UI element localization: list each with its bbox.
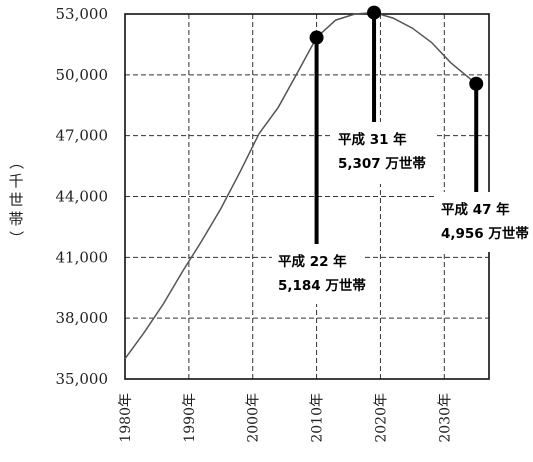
y-axis-label-char: 世 (8, 191, 23, 209)
x-tick-label: 2030年 (437, 393, 453, 443)
annotation-value: 5,307 万世帯 (338, 155, 426, 172)
y-tick-label: 35,000 (56, 370, 109, 388)
grid (125, 14, 489, 379)
x-tick-label: 1980年 (118, 393, 134, 443)
annotation-year: 平成 31 年 (338, 131, 407, 148)
y-tick-label: 53,000 (56, 5, 109, 23)
data-marker (367, 5, 382, 20)
data-marker (309, 30, 324, 45)
series-line (124, 11, 477, 360)
y-axis-label-char: ） (7, 230, 25, 245)
x-tick-label: 2000年 (246, 393, 262, 443)
annotation-box (435, 192, 533, 252)
y-tick-label: 44,000 (56, 188, 109, 206)
x-tick-label: 2020年 (373, 393, 389, 443)
annotation-year: 平成 22 年 (278, 253, 347, 270)
x-axis-ticks: 1980年 1990年 2000年 2010年 2020年 2030年 (118, 393, 453, 443)
y-axis-label-char: 帯 (8, 210, 23, 228)
annotation-box (272, 244, 364, 304)
y-tick-label: 50,000 (56, 66, 109, 84)
y-axis-label-char: 千 (8, 172, 23, 190)
annotation-value: 4,956 万世帯 (441, 225, 529, 242)
annotation-year: 平成 47 年 (441, 201, 510, 218)
axes (124, 13, 490, 380)
x-tick-label: 1990年 (182, 393, 198, 443)
annotation-value: 5,184 万世帯 (278, 277, 366, 294)
y-axis-label-char: （ (7, 154, 25, 169)
y-axis-ticks: 35,000 38,000 41,000 44,000 47,000 50,000 53,0… (56, 5, 109, 388)
y-tick-label: 38,000 (56, 309, 109, 327)
y-axis-label: （ 千世帯 ） (7, 154, 25, 245)
data-marker (469, 76, 484, 91)
series-group (124, 11, 477, 360)
y-tick-label: 47,000 (56, 127, 109, 145)
annotation-box (332, 122, 436, 184)
x-tick-label: 2010年 (310, 393, 326, 443)
y-tick-label: 41,000 (56, 248, 109, 266)
plot-frame (124, 13, 490, 380)
